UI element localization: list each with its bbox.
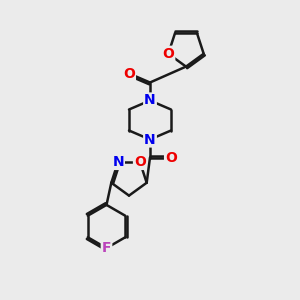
- Text: O: O: [165, 151, 177, 164]
- Text: O: O: [123, 67, 135, 80]
- Text: N: N: [144, 94, 156, 107]
- Text: O: O: [134, 155, 146, 169]
- Text: F: F: [102, 241, 111, 255]
- Text: N: N: [144, 133, 156, 146]
- Text: O: O: [162, 47, 174, 61]
- Text: N: N: [112, 155, 124, 169]
